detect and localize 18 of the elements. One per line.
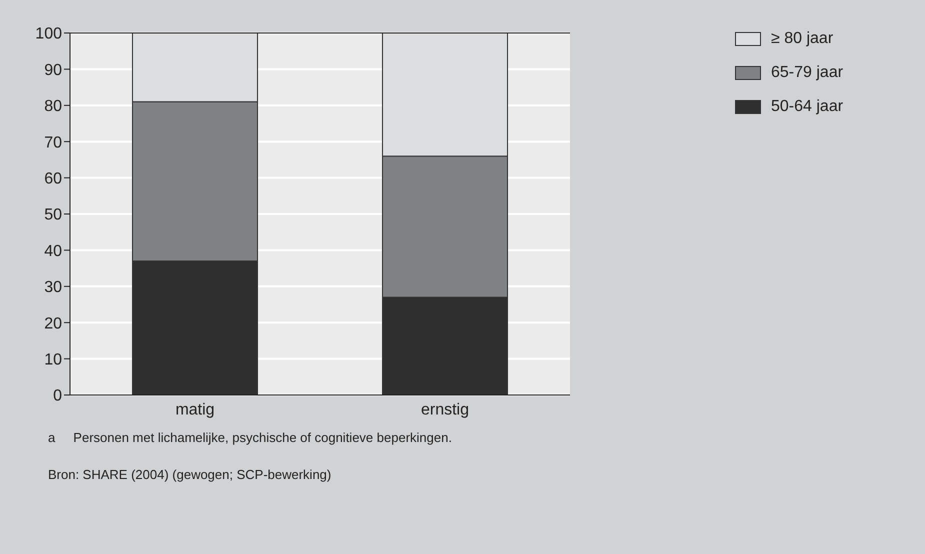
y-tick-label: 90 <box>44 62 62 79</box>
x-tick-label: ernstig <box>420 401 470 418</box>
legend-label: 65-79 jaar <box>771 64 844 82</box>
y-tick-label: 40 <box>44 242 62 260</box>
legend-label: 50-64 jaar <box>771 98 844 116</box>
y-tick-label: 100 <box>35 26 62 43</box>
y-tick-label: 60 <box>44 170 62 188</box>
y-tick-label: 70 <box>44 134 62 152</box>
y-tick-label: 30 <box>44 279 62 296</box>
y-tick-label: 10 <box>44 351 62 368</box>
text: Bron: SHARE (2004) (gewogen; SCP-bewerking) <box>48 467 332 482</box>
x-tick-label: matig <box>175 401 215 418</box>
y-tick-label: 80 <box>44 98 62 116</box>
y-tick-label: 50 <box>44 206 62 224</box>
legend-label: ≥ 80 jaar <box>771 30 834 48</box>
y-tick-label: 20 <box>44 315 62 332</box>
y-tick-label: 0 <box>53 388 62 405</box>
text: a Personen met lichamelijke, psychische of cognitieve beperkingen. <box>48 430 453 445</box>
